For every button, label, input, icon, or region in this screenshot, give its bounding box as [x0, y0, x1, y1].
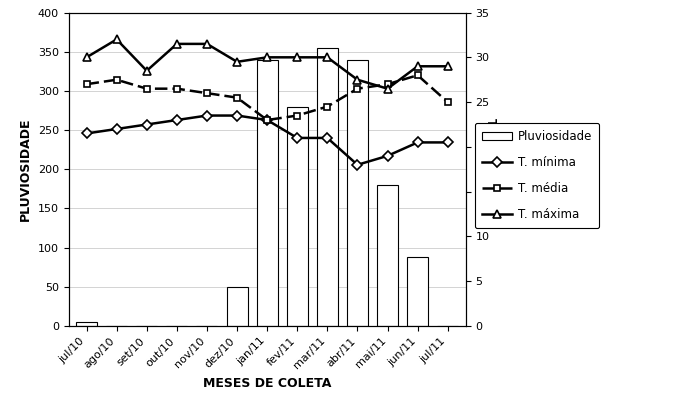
Bar: [227, 287, 247, 326]
Bar: [377, 185, 398, 326]
Bar: [257, 60, 277, 326]
T. média: [203, 91, 211, 96]
Bar: [316, 48, 338, 326]
T. média: [82, 82, 90, 87]
T. mínima: [173, 117, 181, 122]
T. média: [263, 117, 271, 122]
Line: T. média: T. média: [83, 72, 451, 123]
T. mínima: [263, 117, 271, 122]
T. máxima: [414, 64, 422, 69]
Y-axis label: PLUVIOSIDADE: PLUVIOSIDADE: [19, 117, 32, 221]
T. média: [233, 95, 241, 100]
T. média: [414, 73, 422, 78]
T. média: [353, 86, 362, 91]
Bar: [347, 60, 368, 326]
T. máxima: [444, 64, 452, 69]
T. mínima: [353, 162, 362, 167]
T. máxima: [82, 55, 90, 60]
T. máxima: [142, 68, 151, 73]
T. máxima: [233, 59, 241, 64]
T. média: [323, 104, 332, 109]
Legend: Pluviosidade, T. mínima, T. média, T. máxima: Pluviosidade, T. mínima, T. média, T. má…: [475, 123, 599, 228]
T. média: [112, 77, 121, 82]
T. mínima: [203, 113, 211, 118]
T. mínima: [293, 135, 301, 140]
Line: T. mínima: T. mínima: [83, 112, 451, 168]
Bar: [287, 107, 308, 326]
T. máxima: [384, 86, 392, 91]
T. mínima: [384, 153, 392, 158]
T. mínima: [82, 131, 90, 136]
T. mínima: [444, 140, 452, 145]
Line: T. máxima: T. máxima: [82, 35, 452, 93]
T. máxima: [353, 77, 362, 82]
T. mínima: [323, 135, 332, 140]
T. máxima: [112, 37, 121, 42]
T. mínima: [142, 122, 151, 127]
X-axis label: MESES DE COLETA: MESES DE COLETA: [203, 377, 332, 390]
T. média: [444, 99, 452, 104]
T. mínima: [414, 140, 422, 145]
T. mínima: [233, 113, 241, 118]
Y-axis label: TEMPERATURA: TEMPERATURA: [484, 117, 497, 221]
Bar: [76, 322, 97, 326]
Bar: [407, 257, 428, 326]
T. média: [293, 113, 301, 118]
T. máxima: [173, 41, 181, 46]
T. máxima: [293, 55, 301, 60]
T. média: [142, 86, 151, 91]
T. máxima: [203, 41, 211, 46]
T. média: [173, 86, 181, 91]
T. máxima: [263, 55, 271, 60]
T. mínima: [112, 127, 121, 132]
T. máxima: [323, 55, 332, 60]
T. média: [384, 82, 392, 87]
